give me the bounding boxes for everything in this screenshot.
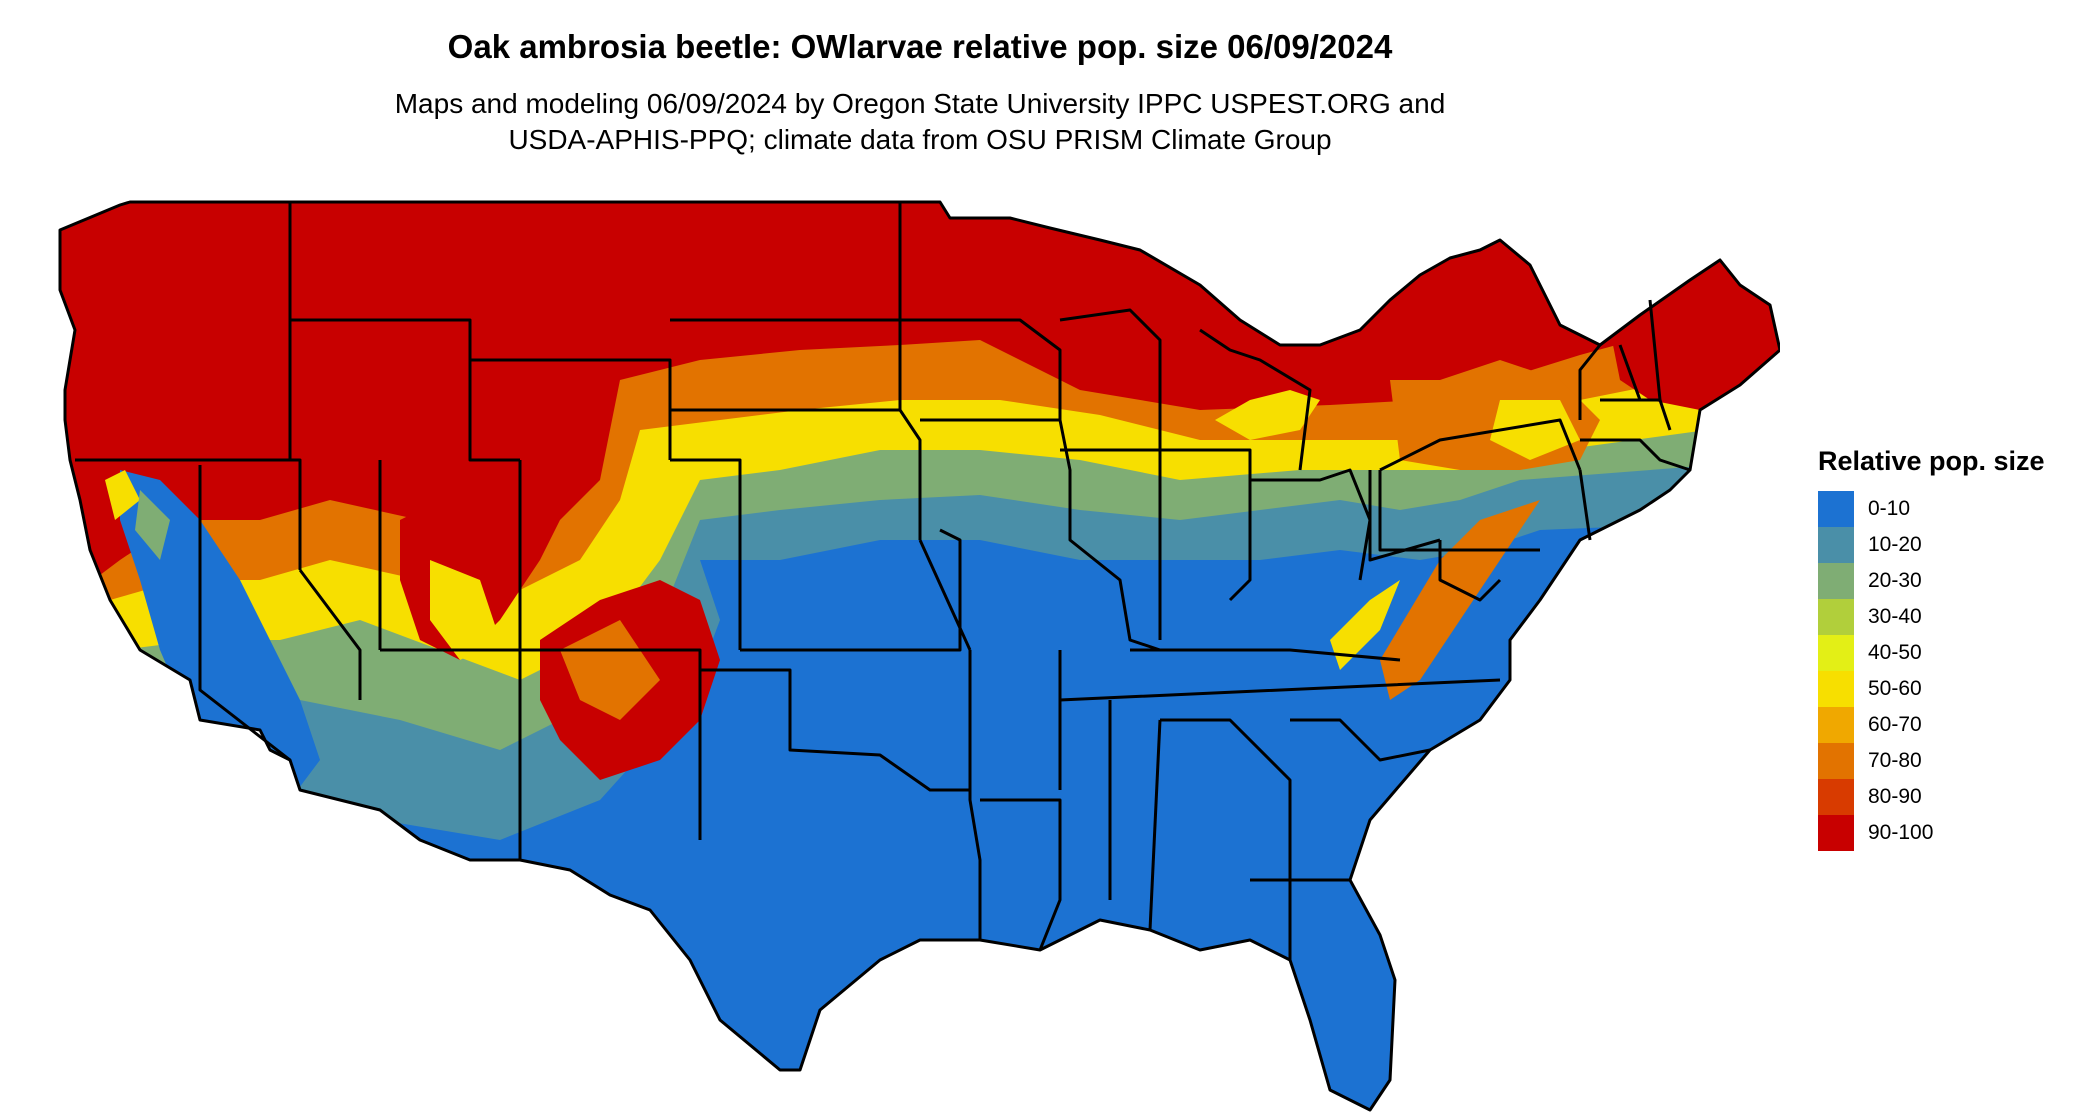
legend-title: Relative pop. size	[1818, 446, 2045, 476]
legend-label: 60-70	[1868, 713, 1922, 736]
legend-label: 70-80	[1868, 749, 1922, 772]
legend-swatch	[1818, 491, 1854, 527]
legend-label: 50-60	[1868, 677, 1922, 700]
legend-item: 20-30	[1818, 563, 2045, 599]
legend-item: 10-20	[1818, 527, 2045, 563]
legend-label: 40-50	[1868, 641, 1922, 664]
legend-label: 10-20	[1868, 533, 1922, 556]
legend: Relative pop. size 0-10 10-20 20-30 30-4…	[1818, 446, 2045, 851]
legend-swatch	[1818, 779, 1854, 815]
legend-item: 0-10	[1818, 491, 2045, 527]
legend-item: 40-50	[1818, 635, 2045, 671]
legend-item: 60-70	[1818, 707, 2045, 743]
map-subtitle: Maps and modeling 06/09/2024 by Oregon S…	[0, 86, 1840, 158]
legend-swatch	[1818, 527, 1854, 563]
legend-item: 80-90	[1818, 779, 2045, 815]
legend-swatch	[1818, 707, 1854, 743]
map-title: Oak ambrosia beetle: OWlarvae relative p…	[447, 28, 1393, 65]
legend-item: 50-60	[1818, 671, 2045, 707]
legend-swatch	[1818, 563, 1854, 599]
legend-swatch	[1818, 599, 1854, 635]
legend-label: 90-100	[1868, 821, 1934, 844]
legend-swatch	[1818, 671, 1854, 707]
legend-swatch	[1818, 815, 1854, 851]
legend-label: 30-40	[1868, 605, 1922, 628]
legend-swatch	[1818, 635, 1854, 671]
subtitle-line-1: Maps and modeling 06/09/2024 by Oregon S…	[394, 88, 1446, 119]
legend-label: 80-90	[1868, 785, 1922, 808]
legend-item: 90-100	[1818, 815, 2045, 851]
legend-item: 30-40	[1818, 599, 2045, 635]
subtitle-line-2: USDA-APHIS-PPQ; climate data from OSU PR…	[508, 124, 1332, 155]
legend-label: 0-10	[1868, 497, 1911, 520]
legend-label: 20-30	[1868, 569, 1922, 592]
legend-item: 70-80	[1818, 743, 2045, 779]
legend-swatch	[1818, 743, 1854, 779]
us-map	[58, 200, 1780, 1112]
